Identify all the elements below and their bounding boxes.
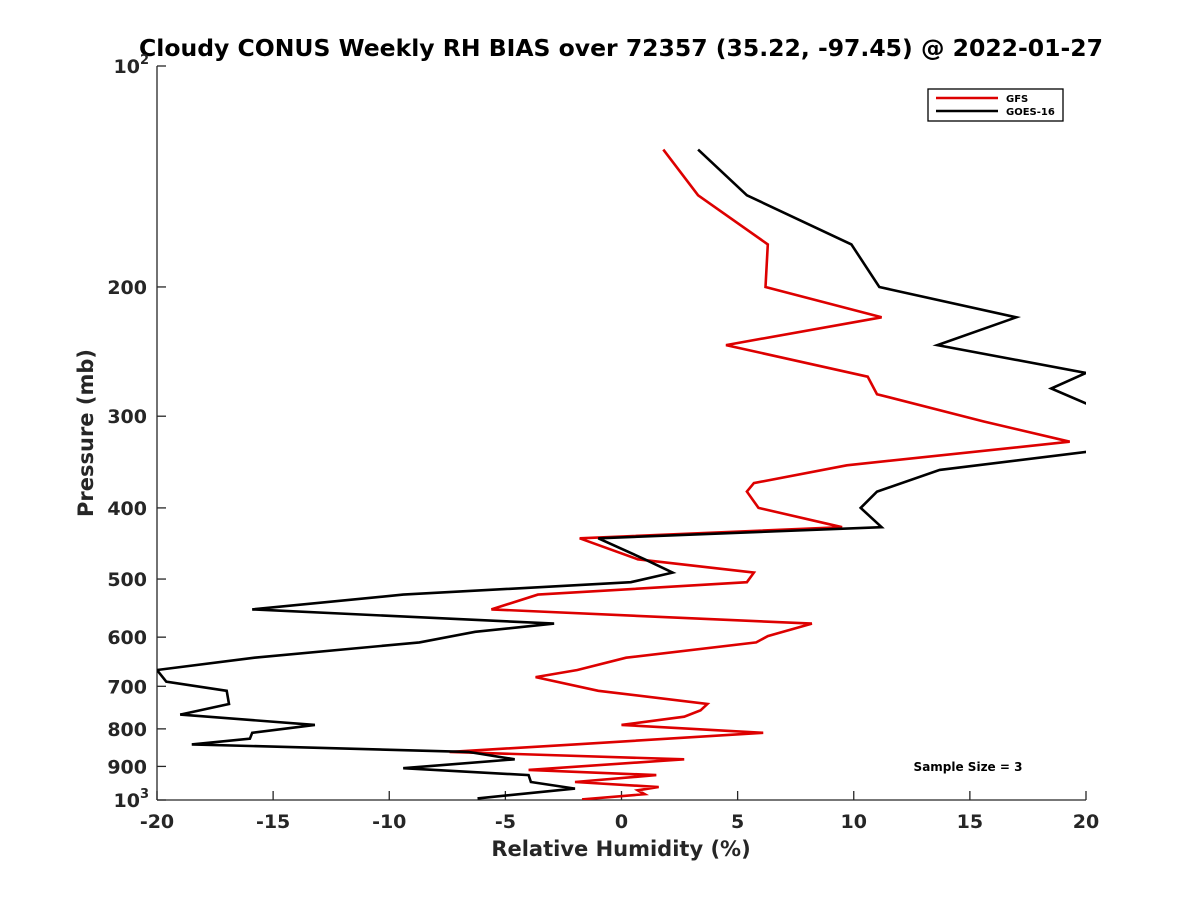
x-tick-label: -15 — [256, 811, 290, 833]
y-tick-label: 300 — [107, 406, 147, 428]
y-tick-label: 200 — [107, 277, 147, 299]
y-tick-label-top: 102 — [114, 53, 150, 78]
chart-title: Cloudy CONUS Weekly RH BIAS over 72357 (… — [139, 34, 1103, 62]
sample-size-annotation: Sample Size = 3 — [914, 760, 1023, 774]
series-line-gfs — [449, 148, 1070, 800]
y-tick-label: 700 — [107, 676, 147, 698]
x-tick-label: 10 — [841, 811, 867, 833]
y-tick-label-bottom: 103 — [114, 787, 150, 812]
legend-label: GFS — [1006, 94, 1028, 105]
y-axis-label: Pressure (mb) — [74, 349, 98, 517]
y-tick-label: 400 — [107, 498, 147, 520]
x-tick-label: 0 — [615, 811, 628, 833]
x-tick-label: 15 — [957, 811, 983, 833]
y-tick-label: 600 — [107, 627, 147, 649]
x-tick-label: -5 — [495, 811, 516, 833]
x-tick-label: 20 — [1073, 811, 1099, 833]
y-tick-label: 800 — [107, 719, 147, 741]
plot-area: -20 -15 -10 -5 0 5 10 15 20 200 300 400 500 600 700 800… — [107, 53, 1099, 833]
y-tick-label: 500 — [107, 569, 147, 591]
legend-label: GOES-16 — [1006, 107, 1055, 118]
x-tick-label: -10 — [372, 811, 406, 833]
y-tick-label: 900 — [107, 756, 147, 778]
x-axis-label: Relative Humidity (%) — [491, 837, 750, 861]
x-tick-label: 5 — [731, 811, 744, 833]
legend-box — [927, 88, 1064, 122]
x-tick-label: -20 — [140, 811, 174, 833]
series-line-goes-16 — [157, 148, 1086, 800]
